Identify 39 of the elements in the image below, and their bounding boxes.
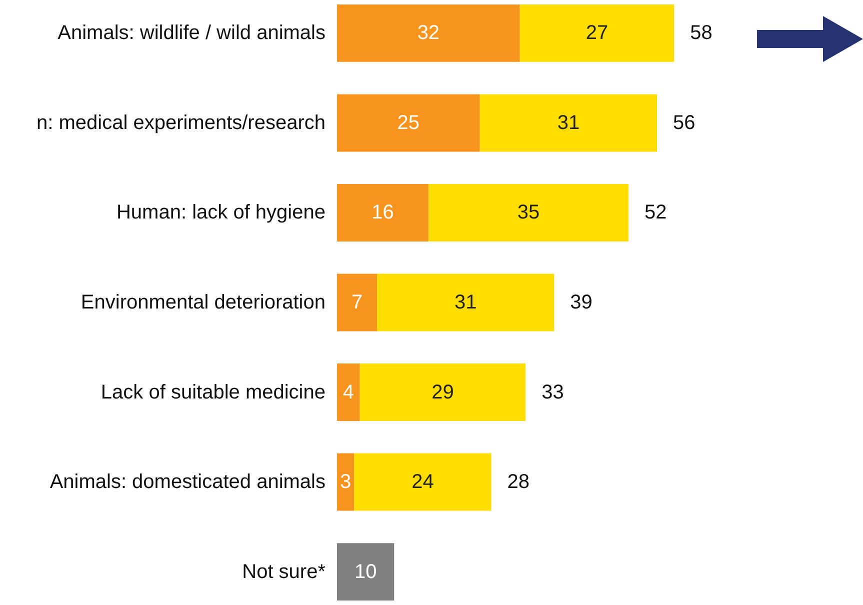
y-tick-label: Not sure*	[242, 560, 326, 583]
y-tick-label: n: medical experiments/research	[36, 112, 326, 134]
data-label: 31	[557, 112, 580, 134]
bar	[337, 274, 378, 332]
bar	[354, 453, 492, 511]
bar	[337, 4, 520, 62]
bar	[520, 4, 674, 62]
bar	[337, 94, 480, 152]
y-tick-label: Animals: domesticated animals	[50, 471, 326, 494]
bar	[428, 184, 628, 242]
total-label: 58	[690, 22, 712, 44]
total-label: 39	[570, 292, 592, 314]
y-tick-label: Animals: wildlife / wild animals	[58, 22, 326, 44]
total-label: 56	[673, 112, 696, 134]
y-tick-label: Human: lack of hygiene	[116, 202, 326, 224]
data-label: 31	[454, 292, 477, 314]
y-tick-label: Lack of suitable medicine	[100, 381, 326, 404]
bar	[337, 453, 354, 511]
data-label: 25	[397, 112, 420, 134]
bar	[337, 364, 360, 421]
bar	[337, 184, 428, 242]
data-label: 32	[417, 22, 440, 44]
data-label: 3	[340, 471, 352, 494]
total-label: 52	[644, 202, 667, 224]
data-label: 24	[412, 471, 434, 494]
total-label: 28	[507, 471, 530, 494]
bar	[337, 543, 394, 601]
data-label: 35	[517, 202, 540, 224]
bar	[360, 364, 526, 421]
data-label: 16	[372, 202, 394, 224]
data-label: 10	[354, 560, 377, 583]
data-label: 29	[432, 381, 454, 404]
total-label: 33	[542, 381, 564, 404]
data-label: 27	[586, 22, 608, 44]
bar	[377, 274, 554, 332]
bar	[480, 94, 658, 152]
y-tick-label: Environmental deterioration	[80, 292, 326, 314]
data-label: 7	[351, 292, 363, 314]
data-label: 4	[342, 381, 354, 404]
